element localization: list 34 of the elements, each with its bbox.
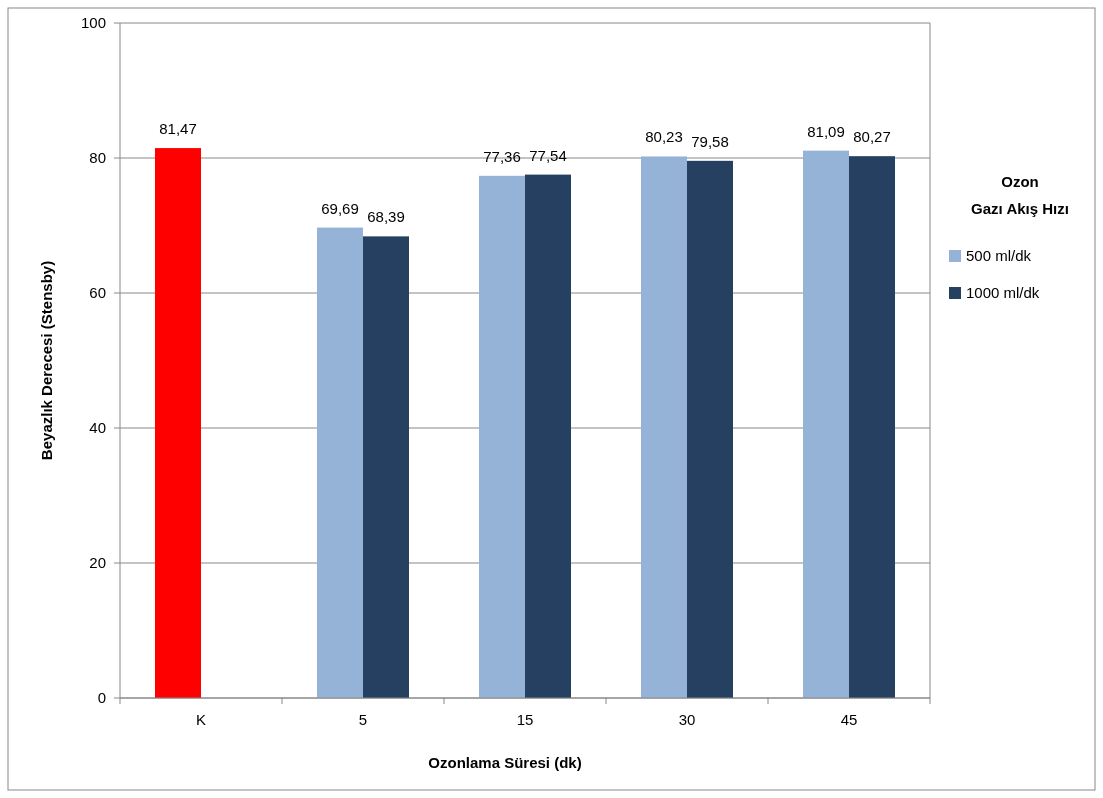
y-tick-label: 20: [89, 554, 106, 572]
bar: [849, 156, 895, 698]
data-label: 81,09: [807, 122, 845, 140]
bar: [317, 227, 363, 698]
x-tick-label: 45: [840, 711, 858, 728]
data-label: 77,36: [483, 147, 521, 165]
bar: [641, 156, 687, 698]
data-label: 68,39: [367, 208, 405, 226]
x-axis-title: Ozonlama Süresi (dk): [428, 754, 582, 771]
data-label: 79,58: [691, 132, 729, 150]
legend-label: 500 ml/dk: [966, 247, 1032, 265]
y-tick-label: 80: [89, 149, 106, 167]
x-tick-label: 15: [516, 711, 534, 728]
legend-title: Ozon Gazı Akış Hızı: [971, 173, 1069, 217]
data-label: 77,54: [529, 146, 567, 164]
x-tick-label: K: [195, 711, 207, 728]
bar: [803, 150, 849, 698]
y-tick-label: 100: [80, 14, 106, 32]
data-label: 69,69: [321, 199, 359, 217]
y-tick-label: 0: [97, 689, 106, 707]
y-tick-label: 40: [89, 419, 106, 437]
legend-label: 1000 ml/dk: [966, 284, 1040, 302]
data-label: 80,23: [645, 128, 683, 146]
y-axis-title: Beyazlık Derecesi (Stensby): [38, 260, 55, 461]
x-tick-label: 5: [358, 711, 368, 728]
data-label: 81,47: [159, 120, 197, 138]
data-label: 80,27: [853, 128, 891, 146]
bar: [363, 236, 409, 698]
x-tick-label: 30: [678, 711, 696, 728]
bar: [155, 148, 201, 698]
bar: [525, 174, 571, 698]
bar: [479, 175, 525, 698]
bar: [687, 160, 733, 698]
y-tick-label: 60: [89, 284, 106, 302]
